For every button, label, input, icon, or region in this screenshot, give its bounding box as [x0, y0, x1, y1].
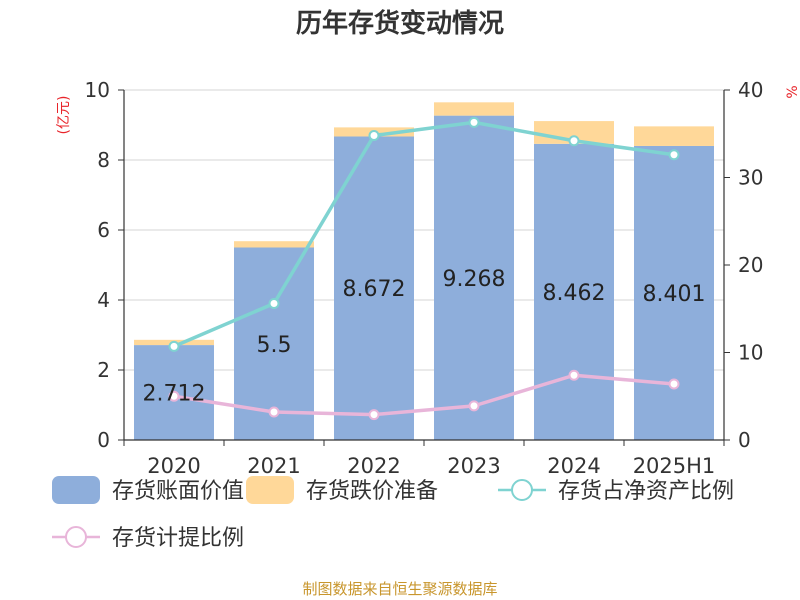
point-net-asset-ratio — [468, 116, 480, 128]
bar-impairment — [234, 241, 314, 248]
lines — [168, 116, 680, 421]
legend-label: 存货账面价值 — [112, 479, 244, 504]
line-net-asset-ratio — [173, 120, 675, 348]
legend-swatch — [52, 476, 100, 504]
axes: 0 2 4 6 8 10 0 10 20 30 40 2020 2021 2022 2023 2024 2025… — [85, 78, 764, 478]
bar-value-label: 8.672 — [343, 277, 406, 302]
point-provision-ratio — [668, 378, 680, 390]
bar-value-label: 5.5 — [257, 333, 292, 358]
right-tick-label: 20 — [738, 253, 763, 277]
point-net-asset-ratio — [268, 298, 280, 309]
point-provision-ratio — [268, 406, 280, 418]
bar-impairment — [634, 126, 714, 146]
right-tick-label: 10 — [738, 341, 763, 365]
bar-impairment — [434, 102, 514, 116]
bar-value-label: 8.462 — [543, 281, 606, 306]
point-net-asset-ratio — [168, 340, 180, 352]
left-tick-label: 2 — [97, 358, 110, 382]
chart-title: 历年存货变动情况 — [296, 8, 504, 39]
left-tick-label: 6 — [97, 218, 110, 242]
legend-net-asset-ratio: 存货占净资产比例 — [498, 479, 734, 504]
bar-value-label: 9.268 — [443, 267, 506, 292]
bar-book-value — [434, 115, 514, 441]
left-tick-label: 10 — [85, 78, 110, 102]
legend-label: 存货计提比例 — [112, 526, 244, 551]
bar-value-label: 2.712 — [143, 382, 206, 407]
legend-marker — [511, 479, 533, 501]
point-provision-ratio — [368, 409, 380, 421]
left-tick-label: 4 — [97, 288, 110, 312]
legend-provision-ratio: 存货计提比例 — [52, 526, 244, 551]
legend-label: 存货占净资产比例 — [558, 479, 734, 504]
x-tick-label: 2025H1 — [633, 454, 716, 478]
right-tick-label: 0 — [738, 428, 751, 452]
point-provision-ratio — [168, 390, 180, 402]
x-tick-label: 2020 — [147, 454, 200, 478]
legend-book-value: 存货账面价值 — [52, 476, 244, 504]
left-tick-label: 8 — [97, 148, 110, 172]
x-tick-label: 2023 — [447, 454, 500, 478]
x-tick-label: 2021 — [247, 454, 300, 478]
bar-book-value — [334, 136, 414, 441]
point-net-asset-ratio — [568, 135, 580, 147]
point-net-asset-ratio — [668, 149, 680, 161]
bar-value-label: 8.401 — [643, 282, 706, 307]
legend-impairment: 存货跌价准备 — [246, 476, 438, 504]
bar-book-value — [534, 143, 614, 440]
legend-swatch — [246, 476, 294, 504]
right-tick-label: 30 — [738, 166, 763, 190]
line-provision-ratio — [173, 373, 675, 417]
point-provision-ratio — [468, 400, 480, 412]
x-tick-label: 2024 — [547, 454, 600, 478]
legend-label: 存货跌价准备 — [306, 479, 438, 504]
left-tick-label: 0 — [97, 428, 110, 452]
point-net-asset-ratio — [368, 130, 380, 141]
point-provision-ratio — [568, 369, 580, 381]
left-axis-unit: (亿元) — [56, 96, 72, 135]
data-labels: 2.712 5.5 8.672 9.268 8.462 8.401 — [143, 267, 706, 407]
right-axis-unit: % — [785, 85, 800, 98]
right-tick-label: 40 — [738, 78, 763, 102]
bars — [134, 102, 714, 441]
x-tick-label: 2022 — [347, 454, 400, 478]
legend-marker — [65, 526, 87, 548]
bar-book-value — [634, 145, 714, 440]
source-note: 制图数据来自恒生聚源数据库 — [302, 580, 497, 598]
